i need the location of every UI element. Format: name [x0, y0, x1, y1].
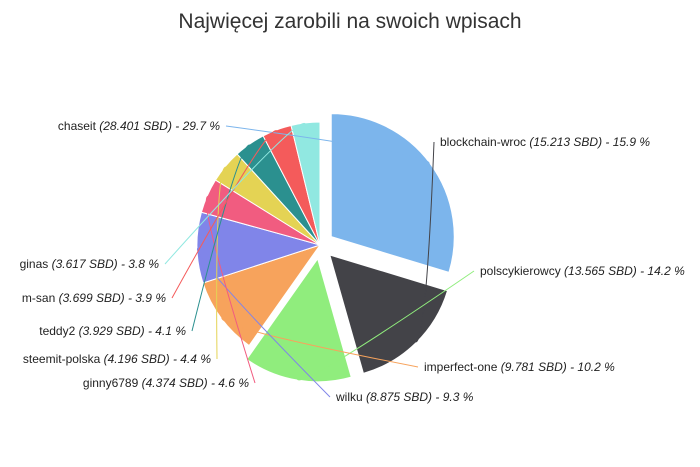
data-label-steemit-polska: steemit-polska (4.196 SBD) - 4.4 % [23, 352, 211, 366]
label-connectors [164, 122, 475, 398]
connector-teddy2 [191, 144, 252, 332]
data-labels: chaseit (28.401 SBD) - 29.7 % blockchain-… [20, 119, 686, 404]
data-label-wilku: wilku (8.875 SBD) - 9.3 % [335, 390, 474, 404]
data-label-imperfect-one: imperfect-one (9.781 SBD) - 10.2 % [424, 360, 615, 374]
chart-title: Najwięcej zarobili na swoich wpisach [178, 10, 521, 33]
data-label-m-san: m-san (3.699 SBD) - 3.9 % [22, 291, 166, 305]
data-label-ginny6789: ginny6789 (4.374 SBD) - 4.6 % [83, 376, 249, 390]
connector-imperfect-one [221, 316, 419, 368]
pie-slice-ginas[interactable] [290, 121, 321, 246]
connector-m-san [171, 130, 278, 299]
connector-steemit-polska [216, 166, 228, 360]
connector-ginas [164, 122, 307, 265]
connector-blockchain-wroc [414, 141, 435, 343]
data-label-blockchain-wroc: blockchain-wroc (15.213 SBD) - 15.9 % [440, 135, 650, 149]
connector-wilku [197, 247, 331, 398]
data-label-ginas: ginas (3.617 SBD) - 3.8 % [20, 257, 160, 271]
connector-ginny6789 [205, 195, 256, 384]
pie-slice-blockchain-wroc[interactable] [329, 254, 449, 374]
data-label-polscykierowcy: polscykierowcy (13.565 SBD) - 14.2 % [480, 264, 685, 278]
pie-slice-polscykierowcy[interactable] [246, 257, 352, 383]
connector-polscykierowcy [296, 270, 475, 381]
data-label-chaseit: chaseit (28.401 SBD) - 29.7 % [58, 119, 220, 133]
connector-chaseit [225, 125, 430, 165]
data-label-teddy2: teddy2 (3.929 SBD) - 4.1 % [39, 324, 186, 338]
pie-slice-chaseit[interactable] [330, 113, 455, 274]
